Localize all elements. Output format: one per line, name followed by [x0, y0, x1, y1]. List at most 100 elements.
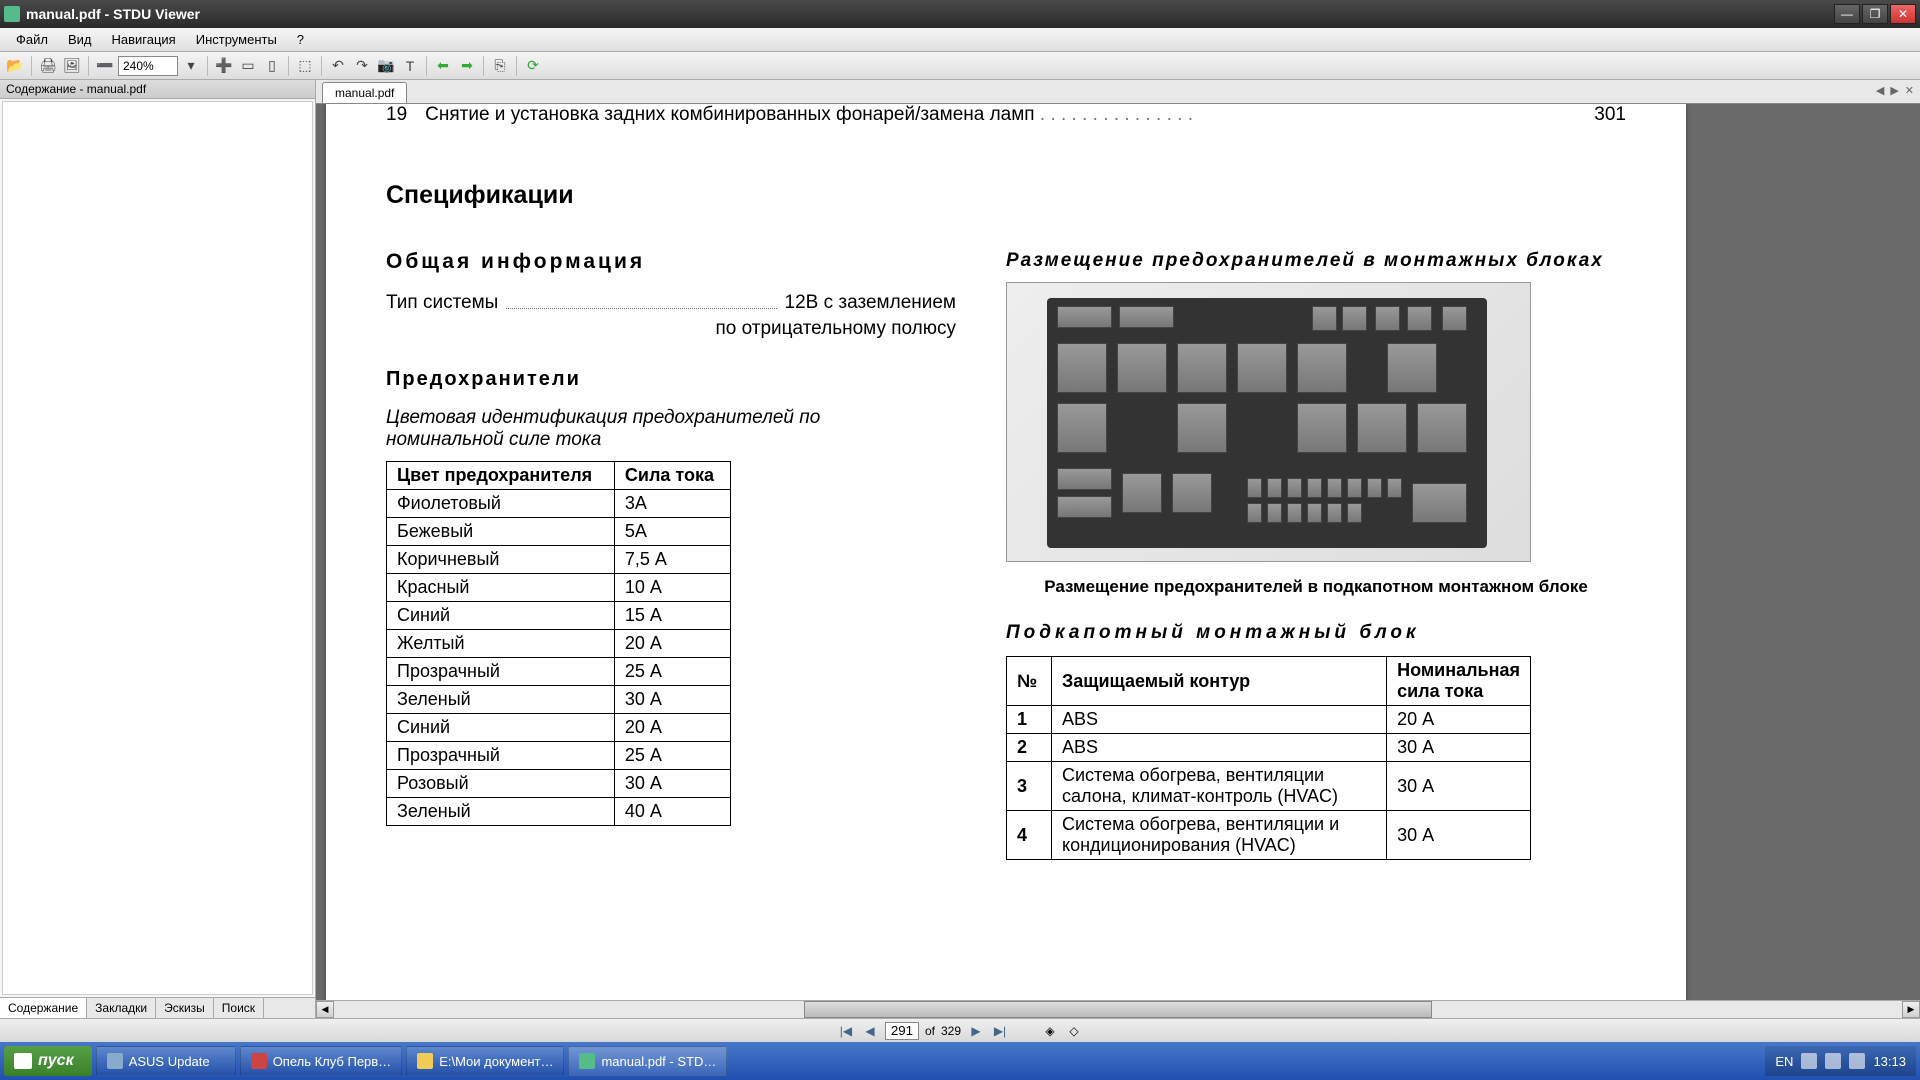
- taskbar-item[interactable]: Опель Клуб Перв…: [240, 1046, 403, 1076]
- table-row: Коричневый7,5 А: [387, 546, 731, 574]
- fuse-color-table: Цвет предохранителяСила тока Фиолетовый3…: [386, 461, 731, 826]
- close-button[interactable]: ✕: [1890, 4, 1916, 24]
- heading-specifications: Спецификации: [386, 181, 956, 210]
- fuse-box-image: [1006, 282, 1531, 562]
- zoom-dropdown-icon[interactable]: ▾: [180, 55, 202, 77]
- rotate-right-icon[interactable]: ↷: [351, 55, 373, 77]
- selection-icon[interactable]: ⬚: [294, 55, 316, 77]
- toc-number: 19: [386, 104, 407, 126]
- tray-icon[interactable]: [1849, 1053, 1865, 1069]
- system-type-value: 12В с заземлением: [785, 292, 956, 314]
- text-icon[interactable]: T: [399, 55, 421, 77]
- toc-text: Снятие и установка задних комбинированны…: [425, 104, 1586, 126]
- page-input[interactable]: [885, 1022, 919, 1040]
- table-row: Синий15 А: [387, 602, 731, 630]
- table-row: 2ABS30 А: [1007, 734, 1531, 762]
- menu-tools[interactable]: Инструменты: [186, 30, 287, 49]
- tray-icon[interactable]: [1801, 1053, 1817, 1069]
- zoom-in-icon[interactable]: ➕: [213, 55, 235, 77]
- table-row: Прозрачный25 А: [387, 742, 731, 770]
- taskbar-item-active[interactable]: manual.pdf - STD…: [568, 1046, 727, 1076]
- minimize-button[interactable]: —: [1834, 4, 1860, 24]
- language-indicator[interactable]: EN: [1775, 1054, 1793, 1069]
- tbl1-h1: Цвет предохранителя: [387, 462, 615, 490]
- table-row: Фиолетовый3А: [387, 490, 731, 518]
- doc-tab-active[interactable]: manual.pdf: [322, 82, 407, 103]
- table-row: Зеленый40 А: [387, 798, 731, 826]
- document-viewer[interactable]: 19 Снятие и установка задних комбинирова…: [316, 104, 1920, 1000]
- table-row: 4Система обогрева, вентиляции и кондицио…: [1007, 811, 1531, 860]
- fitpage-icon[interactable]: ▭: [237, 55, 259, 77]
- last-page-icon[interactable]: ▶|: [991, 1023, 1009, 1039]
- windows-flag-icon: [14, 1053, 32, 1069]
- table-row: Бежевый5А: [387, 518, 731, 546]
- first-page-icon[interactable]: |◀: [837, 1023, 855, 1039]
- snapshot-icon[interactable]: 📷: [375, 55, 397, 77]
- view-mode1-icon[interactable]: ◈: [1041, 1024, 1059, 1038]
- open-icon[interactable]: 📂: [4, 55, 26, 77]
- tbl1-h2: Сила тока: [614, 462, 730, 490]
- workspace: Содержание - manual.pdf Содержание Закла…: [0, 80, 1920, 1018]
- title-bar: manual.pdf - STDU Viewer — ❐ ✕: [0, 0, 1920, 28]
- taskbar-item[interactable]: ASUS Update: [96, 1046, 236, 1076]
- scroll-thumb[interactable]: [804, 1001, 1431, 1018]
- clock[interactable]: 13:13: [1873, 1054, 1906, 1069]
- prev-page-icon[interactable]: ◀: [861, 1023, 879, 1039]
- menu-file[interactable]: Файл: [6, 30, 58, 49]
- zoom-input[interactable]: [118, 56, 178, 76]
- task-icon: [417, 1053, 433, 1069]
- tab-close-icon[interactable]: ✕: [1903, 84, 1916, 97]
- view-mode2-icon[interactable]: ◇: [1065, 1024, 1083, 1038]
- system-type-value2: по отрицательному полюсу: [386, 318, 956, 340]
- app-icon: [4, 6, 20, 22]
- rotate-left-icon[interactable]: ↶: [327, 55, 349, 77]
- taskbar: пуск ASUS Update Опель Клуб Перв… E:\Мои…: [0, 1042, 1920, 1080]
- horizontal-scrollbar[interactable]: ◀ ▶: [316, 1000, 1920, 1018]
- print-icon[interactable]: 🖨: [37, 55, 59, 77]
- table-row: 1ABS20 А: [1007, 706, 1531, 734]
- side-panel-header: Содержание - manual.pdf: [0, 80, 315, 99]
- tab-next-icon[interactable]: ▶: [1888, 84, 1900, 97]
- side-tab-search[interactable]: Поиск: [214, 998, 264, 1018]
- table-row: Желтый20 А: [387, 630, 731, 658]
- scroll-left-icon[interactable]: ◀: [316, 1001, 334, 1018]
- tab-prev-icon[interactable]: ◀: [1874, 84, 1886, 97]
- pager-of: of: [925, 1024, 935, 1038]
- menu-view[interactable]: Вид: [58, 30, 102, 49]
- copy-icon[interactable]: ⎘: [489, 55, 511, 77]
- table-row: Прозрачный25 А: [387, 658, 731, 686]
- start-button[interactable]: пуск: [4, 1046, 92, 1076]
- menu-bar: Файл Вид Навигация Инструменты ?: [0, 28, 1920, 52]
- heading-fuses: Предохранители: [386, 368, 956, 391]
- table-row: Синий20 А: [387, 714, 731, 742]
- side-tab-thumbnails[interactable]: Эскизы: [156, 998, 214, 1018]
- color-ident-text: Цветовая идентификация предохранителей п…: [386, 407, 826, 451]
- side-tab-contents[interactable]: Содержание: [0, 998, 87, 1018]
- tbl2-h2: Защищаемый контур: [1052, 657, 1387, 706]
- taskbar-item[interactable]: E:\Мои документ…: [406, 1046, 564, 1076]
- task-icon: [251, 1053, 267, 1069]
- back-icon[interactable]: ⬅: [432, 55, 454, 77]
- next-page-icon[interactable]: ▶: [967, 1023, 985, 1039]
- system-tray[interactable]: EN 13:13: [1765, 1046, 1916, 1076]
- scroll-right-icon[interactable]: ▶: [1902, 1001, 1920, 1018]
- maximize-button[interactable]: ❐: [1862, 4, 1888, 24]
- side-panel-content[interactable]: [2, 101, 313, 995]
- toolbar: 📂 🖨 🖼 ➖ ▾ ➕ ▭ ▯ ⬚ ↶ ↷ 📷 T ⬅ ➡ ⎘ ⟳: [0, 52, 1920, 80]
- tray-icon[interactable]: [1825, 1053, 1841, 1069]
- system-type-label: Тип системы: [386, 292, 498, 314]
- menu-navigation[interactable]: Навигация: [102, 30, 186, 49]
- forward-icon[interactable]: ➡: [456, 55, 478, 77]
- pager-bar: |◀ ◀ of 329 ▶ ▶| ◈ ◇: [0, 1018, 1920, 1042]
- circuit-table: № Защищаемый контур Номинальная сила ток…: [1006, 656, 1531, 860]
- export-icon[interactable]: 🖼: [61, 55, 83, 77]
- doc-tabs: manual.pdf ◀ ▶ ✕: [316, 80, 1920, 104]
- zoom-out-icon[interactable]: ➖: [94, 55, 116, 77]
- task-icon: [579, 1053, 595, 1069]
- table-row: Красный10 А: [387, 574, 731, 602]
- task-icon: [107, 1053, 123, 1069]
- refresh-icon[interactable]: ⟳: [522, 55, 544, 77]
- side-tab-bookmarks[interactable]: Закладки: [87, 998, 156, 1018]
- menu-help[interactable]: ?: [287, 30, 314, 49]
- fitwidth-icon[interactable]: ▯: [261, 55, 283, 77]
